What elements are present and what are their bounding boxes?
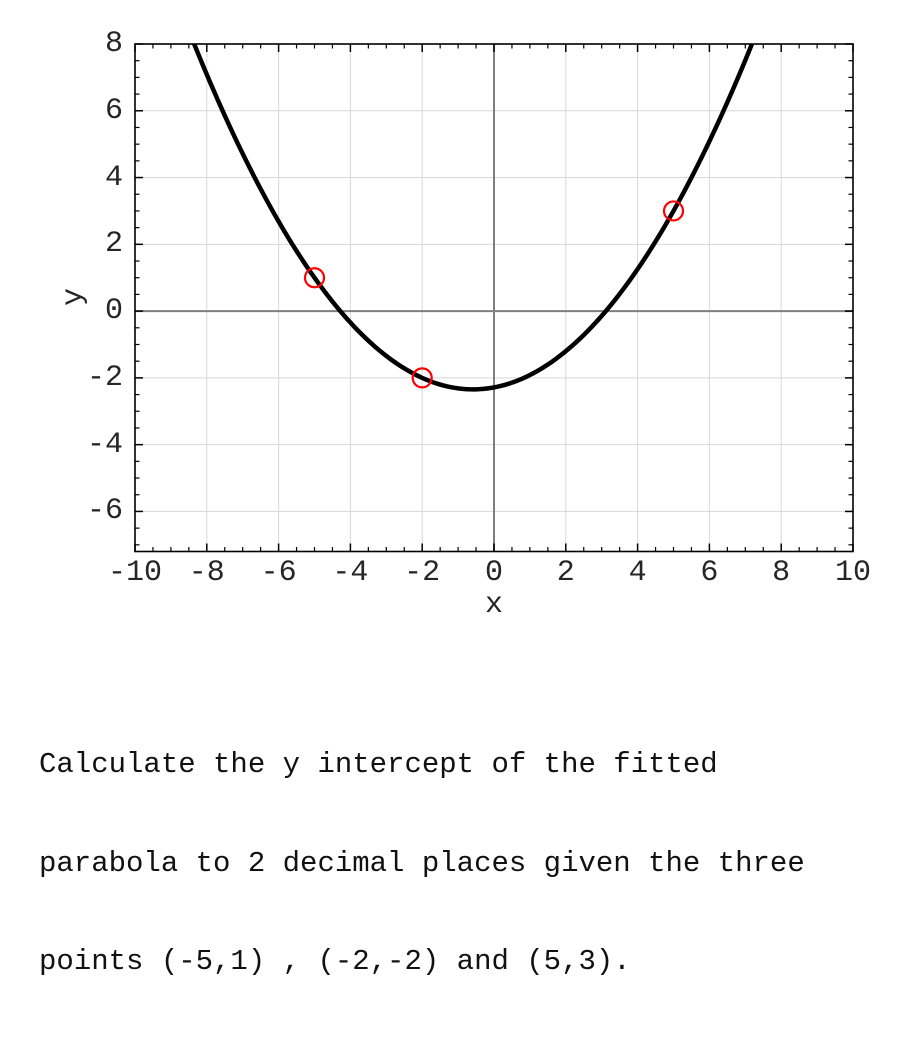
plot-canvas — [134, 43, 854, 553]
data-point-marker — [303, 267, 326, 289]
x-tick-label: -10 — [107, 556, 163, 590]
x-tick-label: 0 — [484, 556, 504, 590]
x-axis-label: x — [484, 588, 504, 622]
data-point-marker — [411, 367, 433, 389]
x-tick-label: -6 — [260, 556, 297, 590]
question-line-2: parabola to 2 decimal places given the t… — [39, 846, 805, 880]
x-tick-label: 8 — [772, 556, 791, 590]
y-tick-label: -6 — [86, 494, 123, 529]
y-tick-label: 6 — [104, 93, 123, 128]
question-text: Calculate the y intercept of the fitted … — [39, 684, 805, 1044]
x-tick-label: 4 — [628, 556, 647, 590]
y-tick-label: -2 — [86, 360, 123, 395]
x-tick-label: 10 — [834, 556, 872, 590]
figure: -10 -8 -6 -4 -2 0 2 4 6 8 10 -6 -4 -2 0 2 4 6 8 x y Calcu… — [39, 27, 872, 978]
question-line-1: Calculate the y intercept of the fitted — [39, 748, 718, 782]
y-tick-label: 8 — [104, 27, 123, 61]
y-tick-label: 4 — [104, 160, 123, 195]
x-tick-label: 2 — [556, 556, 575, 590]
y-tick-label: 0 — [104, 294, 123, 329]
y-tick-label: 2 — [104, 227, 123, 262]
y-tick-label: -4 — [86, 427, 123, 462]
data-point-marker — [662, 200, 685, 222]
fitted-parabola-curve — [191, 44, 755, 392]
question-line-3: points (-5,1) , (-2,-2) and (5,3). — [39, 944, 631, 978]
x-tick-label: 6 — [700, 556, 719, 590]
x-tick-label: -8 — [188, 556, 225, 590]
y-axis-label: y — [57, 287, 91, 307]
x-tick-label: -2 — [404, 556, 441, 590]
x-tick-label: -4 — [332, 556, 369, 590]
